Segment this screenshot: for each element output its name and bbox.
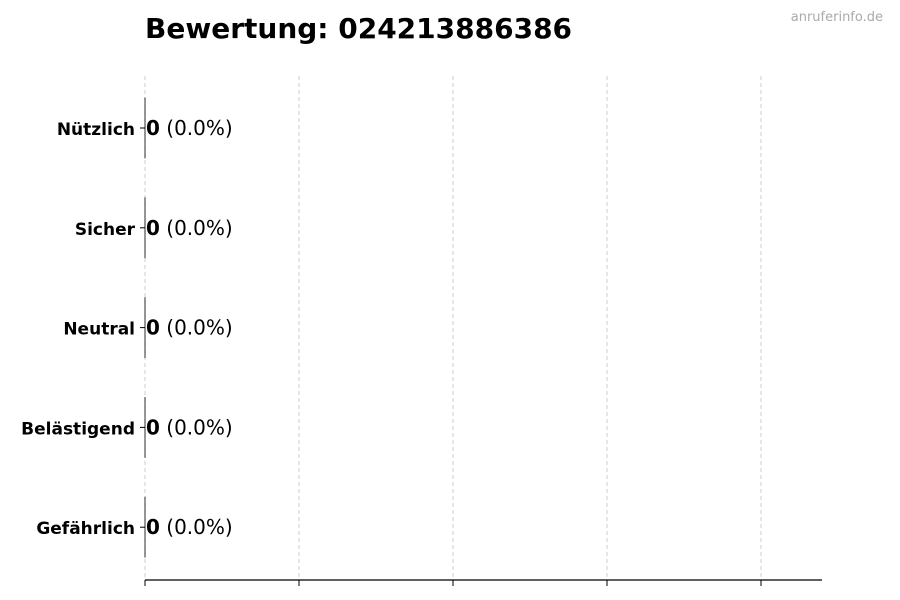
y-tick-label: Belästigend — [21, 419, 135, 439]
data-label: 0 (0.0%) — [146, 316, 233, 340]
data-label: 0 (0.0%) — [146, 415, 233, 439]
data-label-percent: (0.0%) — [160, 116, 233, 140]
data-label-count: 0 — [146, 515, 160, 539]
y-tick-label: Sicher — [75, 220, 136, 240]
chart-title: Bewertung: 024213886386 — [145, 12, 573, 45]
data-label-percent: (0.0%) — [160, 415, 233, 439]
data-label-count: 0 — [146, 116, 160, 140]
data-label-percent: (0.0%) — [160, 316, 233, 340]
y-tick-label: Neutral — [63, 320, 135, 340]
data-label-percent: (0.0%) — [160, 216, 233, 240]
y-tick-label: Nützlich — [57, 120, 135, 140]
data-label: 0 (0.0%) — [146, 216, 233, 240]
y-tick-label: Gefährlich — [36, 519, 135, 539]
data-label: 0 (0.0%) — [146, 116, 233, 140]
data-label-count: 0 — [146, 415, 160, 439]
data-label-count: 0 — [146, 216, 160, 240]
data-label-count: 0 — [146, 316, 160, 340]
watermark: anruferinfo.de — [790, 10, 883, 25]
data-label: 0 (0.0%) — [146, 515, 233, 539]
data-label-percent: (0.0%) — [160, 515, 233, 539]
